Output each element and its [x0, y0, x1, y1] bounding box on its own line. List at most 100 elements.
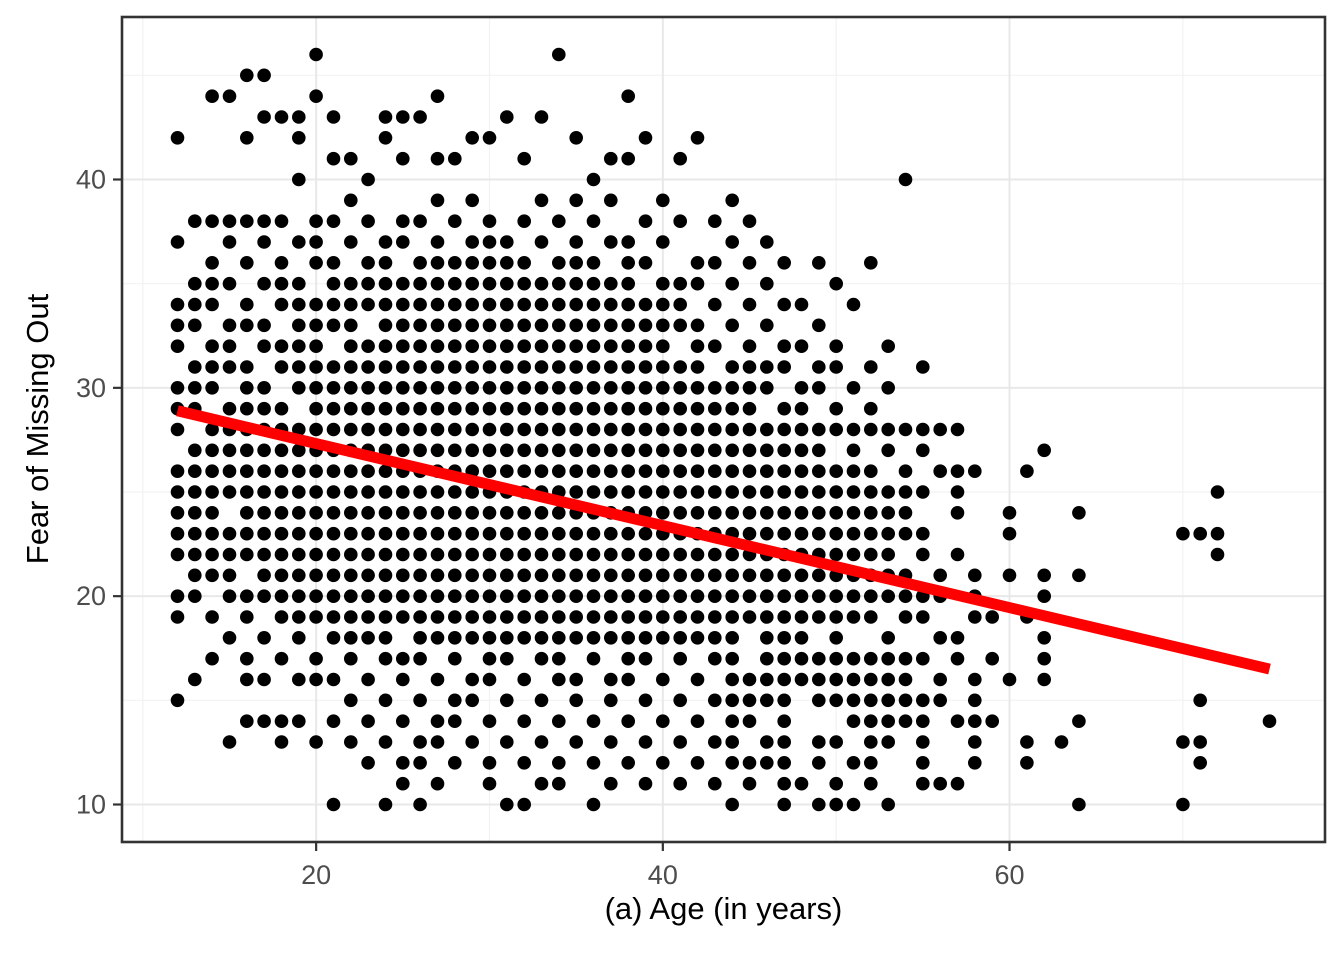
data-point [534, 568, 549, 583]
data-point [465, 547, 480, 562]
data-point [274, 339, 289, 354]
data-point [569, 339, 583, 354]
data-point [309, 381, 323, 395]
data-point [604, 776, 618, 791]
data-point [621, 360, 635, 374]
data-point [430, 235, 445, 249]
data-point [448, 151, 462, 166]
data-point [812, 360, 826, 374]
data-point [396, 401, 410, 416]
data-point [829, 672, 843, 687]
data-point [656, 422, 670, 437]
data-point [448, 297, 462, 312]
data-point [725, 485, 739, 499]
data-point [812, 797, 826, 812]
data-point [656, 610, 670, 624]
data-point [170, 589, 185, 603]
data-point [448, 547, 462, 562]
data-point [500, 318, 514, 333]
data-point [344, 151, 358, 166]
data-point [690, 631, 705, 645]
data-point [378, 797, 393, 812]
data-point [552, 214, 566, 228]
data-point [916, 422, 930, 437]
data-point [309, 735, 323, 749]
data-point [257, 318, 271, 333]
data-point [725, 276, 739, 291]
data-point [656, 276, 670, 291]
data-point [708, 610, 722, 624]
data-point [552, 318, 566, 333]
data-point [482, 464, 497, 479]
data-point [257, 464, 271, 479]
data-point [985, 714, 999, 728]
data-point [465, 297, 480, 312]
data-point [690, 131, 705, 145]
data-point [482, 776, 497, 791]
data-point [777, 506, 791, 520]
data-point [829, 589, 843, 603]
data-point [170, 297, 185, 312]
data-point [708, 401, 722, 416]
data-point [292, 485, 306, 499]
data-point [274, 276, 289, 291]
data-point [361, 547, 375, 562]
data-point [517, 401, 531, 416]
data-point [881, 589, 895, 603]
data-point [621, 318, 635, 333]
data-point [482, 547, 497, 562]
data-point [344, 547, 358, 562]
data-point [742, 610, 757, 624]
data-point [725, 672, 739, 687]
data-point [500, 797, 514, 812]
data-point [292, 610, 306, 624]
data-point [950, 422, 965, 437]
data-point [344, 339, 358, 354]
data-point [309, 297, 323, 312]
data-point [794, 485, 809, 499]
data-point [690, 255, 705, 270]
data-point [482, 255, 497, 270]
data-point [950, 776, 965, 791]
data-point [621, 464, 635, 479]
data-point [500, 235, 514, 249]
data-point [690, 401, 705, 416]
data-point [604, 464, 618, 479]
x-tick-label: 40 [648, 860, 678, 890]
data-point [846, 714, 861, 728]
data-point [326, 297, 341, 312]
data-point [222, 214, 237, 228]
data-point [222, 464, 237, 479]
data-point [898, 526, 913, 541]
data-point [448, 485, 462, 499]
data-point [396, 110, 410, 124]
data-point [604, 235, 618, 249]
data-point [534, 193, 549, 208]
data-point [482, 422, 497, 437]
data-point [829, 276, 843, 291]
data-point [465, 693, 480, 708]
data-point [448, 318, 462, 333]
data-point [968, 464, 982, 479]
data-point [864, 589, 878, 603]
data-point [205, 443, 219, 458]
data-point [396, 485, 410, 499]
data-point [586, 485, 601, 499]
data-point [1176, 797, 1190, 812]
data-point [552, 47, 566, 62]
data-point [777, 360, 791, 374]
data-point [794, 443, 809, 458]
data-point [309, 568, 323, 583]
data-point [326, 464, 341, 479]
data-point [170, 318, 185, 333]
data-point [1193, 693, 1207, 708]
data-point [950, 506, 965, 520]
data-point [777, 589, 791, 603]
data-point [950, 547, 965, 562]
data-point [188, 443, 202, 458]
data-point [1037, 672, 1051, 687]
data-point [344, 651, 358, 666]
data-point [1176, 526, 1190, 541]
data-point [708, 255, 722, 270]
data-point [482, 360, 497, 374]
